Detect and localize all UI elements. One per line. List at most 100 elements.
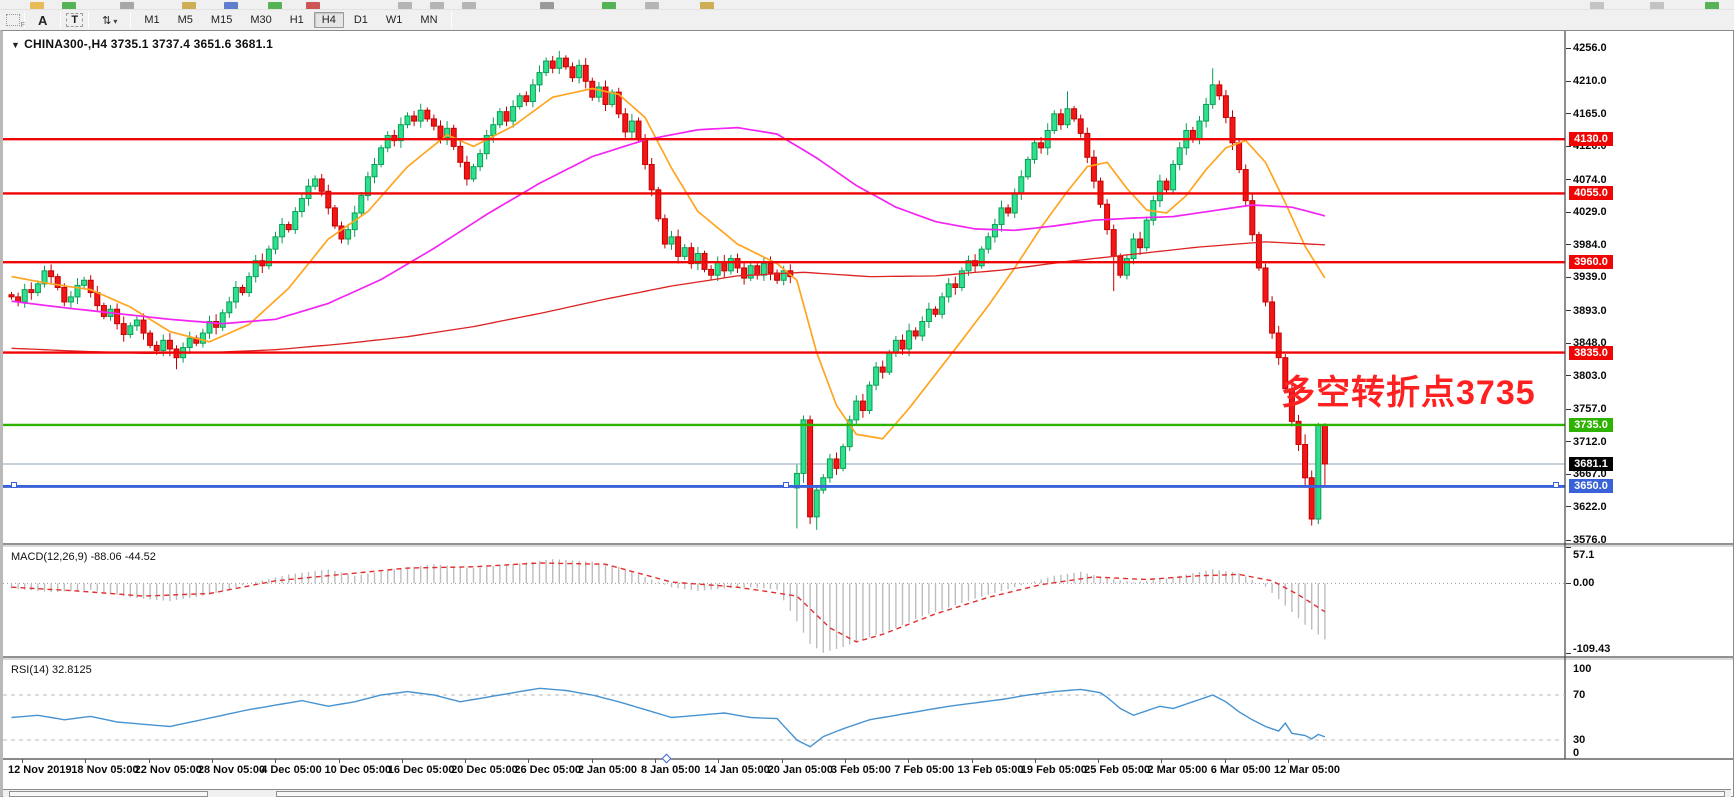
price-axis-tick	[1566, 244, 1571, 246]
rsi-indicator-label: RSI(14) 32.8125	[11, 664, 92, 676]
macd-tick-label: -109.43	[1573, 643, 1611, 655]
time-tick-label: 16 Dec 05:00	[387, 764, 455, 776]
price-axis-tick	[1566, 113, 1571, 115]
time-tick-label: 13 Feb 05:00	[957, 764, 1024, 776]
time-tick-label: 20 Jan 05:00	[767, 764, 834, 776]
chart-canvas[interactable]	[3, 31, 1733, 794]
timeframe-button-mn[interactable]: MN	[420, 14, 438, 26]
annotation-text[interactable]: 多空转折点3735	[1281, 374, 1536, 412]
time-axis-tick	[22, 759, 23, 763]
rsi-level-label: 30	[1573, 734, 1586, 746]
time-axis-tick	[971, 759, 973, 763]
time-axis-tick	[211, 759, 213, 763]
chart-tab[interactable]	[9, 791, 208, 797]
separator	[60, 12, 62, 28]
line-handle[interactable]	[11, 482, 17, 489]
price-tick-label: 4074.0	[1573, 173, 1607, 186]
toolbar-icon-fragment	[1650, 2, 1664, 9]
time-tick-label: 26 Dec 05:00	[514, 764, 582, 776]
macd-indicator-label: MACD(12,26,9) -88.06 -44.52	[11, 551, 156, 563]
price-axis-tick	[1566, 441, 1571, 443]
timeframe-button-h1[interactable]: H1	[289, 14, 304, 26]
timeframe-buttons: M1 M5 M15 M30 H1 H4 D1 W1 MN	[135, 12, 446, 28]
toolbar-icon-fragment	[62, 2, 76, 9]
time-tick-label: 8 Jan 05:00	[641, 764, 701, 776]
timeframe-button-d1[interactable]: D1	[353, 14, 368, 26]
time-axis-tick	[401, 759, 403, 763]
timeframe-button-m5[interactable]: M5	[177, 14, 193, 26]
toolbar-icon-fragment	[540, 2, 554, 9]
price-axis-tick	[1566, 473, 1571, 475]
time-axis-tick	[1224, 759, 1226, 763]
toolbar-icon-fragment	[306, 2, 320, 9]
price-tick-label: 3576.0	[1573, 534, 1607, 546]
time-axis-tick	[1098, 759, 1100, 763]
line-handle[interactable]	[1553, 482, 1559, 489]
toolbar-icon-fragment	[224, 2, 238, 9]
price-tick-label: 4210.0	[1573, 75, 1607, 88]
timeframe-button-h4[interactable]: H4	[313, 12, 344, 28]
time-axis-tick	[718, 759, 720, 763]
line-handle[interactable]	[783, 482, 789, 489]
rsi-level-label: 100	[1573, 663, 1592, 675]
price-tick-label: 3893.0	[1573, 304, 1607, 317]
rsi-level-label: 70	[1573, 689, 1586, 701]
toolbar-icon-fragment	[398, 2, 412, 9]
timeframe-button-m15[interactable]: M15	[210, 14, 233, 26]
time-tick-label: 10 Dec 05:00	[324, 764, 392, 776]
draw-arrows-button[interactable]: ⇅ ▾	[94, 12, 125, 29]
toolbar-icon-fragment	[30, 2, 44, 9]
toolbar-drag-handle-icon[interactable]	[6, 14, 25, 29]
timeframe-button-w1[interactable]: W1	[385, 14, 403, 26]
price-axis-tick	[1566, 80, 1571, 82]
time-tick-label: 7 Feb 05:00	[894, 764, 955, 776]
annotate-text-button[interactable]: A	[38, 12, 48, 28]
time-tick-label: 4 Dec 05:00	[261, 764, 322, 776]
separator	[88, 12, 90, 28]
chart-title: ▼ CHINA300-,H4 3735.1 3737.4 3651.6 3681.…	[11, 37, 273, 51]
line-price-label: 3835.0	[1569, 345, 1613, 360]
clipped-toolbar-icons	[0, 0, 1734, 10]
time-axis-tick	[1161, 759, 1163, 763]
time-axis-tick	[275, 759, 277, 763]
price-axis-tick	[1566, 310, 1571, 312]
toolbar-icon-fragment	[602, 2, 616, 9]
time-axis-tick	[844, 759, 846, 763]
price-tick-label: 4029.0	[1573, 206, 1607, 219]
rsi-level-label: 0	[1573, 747, 1580, 759]
timeframe-button-m1[interactable]: M1	[144, 14, 160, 26]
toolbar-icon-fragment	[120, 2, 134, 9]
macd-axis-tick	[1566, 652, 1571, 654]
time-tick-label: 6 Mar 05:00	[1210, 764, 1271, 776]
time-tick-label: 12 Mar 05:00	[1274, 764, 1341, 776]
time-axis-tick	[528, 759, 530, 763]
symbol-dropdown-icon[interactable]: ▼	[11, 40, 21, 50]
price-tick-label: 3712.0	[1573, 435, 1607, 448]
horizontal-scrollbar[interactable]	[276, 791, 1725, 797]
text-label-button[interactable]: T	[66, 13, 84, 27]
arrows-icon: ⇅	[102, 14, 112, 27]
price-tick-label: 3622.0	[1573, 500, 1607, 513]
macd-axis-tick	[1566, 546, 1571, 548]
price-axis-tick	[1566, 539, 1571, 541]
timeframe-button-m30[interactable]: M30	[250, 14, 272, 26]
time-axis-tick	[148, 759, 150, 763]
time-axis-tick	[85, 759, 87, 763]
toolbar-icon-fragment	[268, 2, 282, 9]
price-tick-label: 3984.0	[1573, 238, 1607, 251]
toolbar-icon-fragment	[1705, 2, 1719, 9]
time-tick-label: 19 Feb 05:00	[1020, 764, 1087, 776]
price-axis-tick	[1566, 145, 1571, 147]
line-price-label: 4130.0	[1569, 132, 1613, 147]
line-price-label: 3960.0	[1569, 255, 1613, 270]
price-axis-tick	[1566, 408, 1571, 410]
price-tick-label: 3757.0	[1573, 403, 1607, 416]
line-price-label: 4055.0	[1569, 186, 1613, 201]
bottom-tab-strip	[3, 789, 1731, 797]
time-axis-tick	[591, 759, 593, 763]
time-axis-tick	[908, 759, 910, 763]
chart-window[interactable]: ▼ CHINA300-,H4 3735.1 3737.4 3651.6 3681.…	[0, 30, 1734, 797]
price-axis-tick	[1566, 211, 1571, 213]
price-axis-tick	[1566, 506, 1571, 508]
